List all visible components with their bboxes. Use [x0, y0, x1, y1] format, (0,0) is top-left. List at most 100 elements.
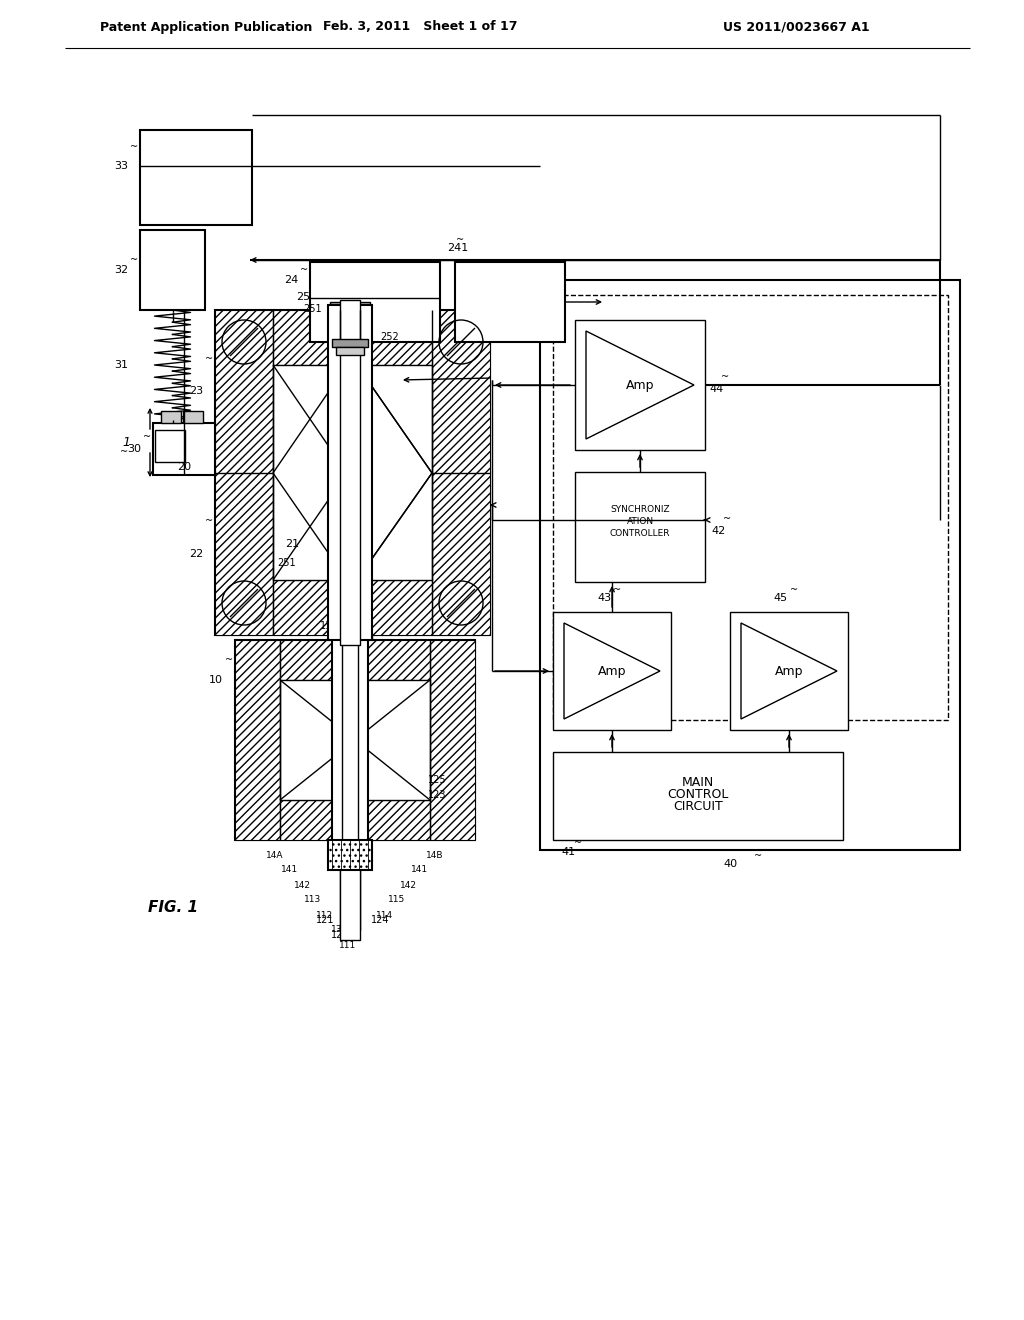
Bar [328, 840, 372, 870]
Bar [330, 302, 370, 317]
Text: 111: 111 [339, 940, 356, 949]
Text: 115: 115 [388, 895, 406, 904]
Text: 33: 33 [114, 161, 128, 172]
Text: CIRCUIT: CIRCUIT [673, 800, 723, 813]
Text: 1: 1 [122, 436, 130, 449]
Text: 141: 141 [412, 866, 429, 874]
Text: 20: 20 [177, 462, 191, 473]
Text: 43: 43 [597, 593, 611, 603]
Bar [540, 280, 961, 850]
Bar [155, 430, 185, 462]
Bar [553, 294, 948, 719]
Text: 45: 45 [774, 593, 788, 603]
Bar [455, 261, 565, 342]
Text: 121: 121 [315, 915, 334, 925]
Bar [553, 752, 843, 840]
Text: ~: ~ [721, 372, 729, 381]
Text: ~: ~ [130, 255, 138, 265]
Text: 44: 44 [710, 384, 724, 393]
Text: CONTROLLER: CONTROLLER [609, 528, 671, 537]
Bar [730, 612, 848, 730]
Bar [234, 640, 475, 840]
Text: ~: ~ [790, 585, 798, 595]
Text: 123: 123 [428, 789, 446, 800]
Bar [575, 473, 705, 582]
Bar [183, 411, 203, 422]
Bar [273, 366, 432, 579]
Bar [575, 319, 705, 450]
Bar [273, 579, 432, 635]
Text: 124: 124 [371, 915, 389, 925]
Text: 30: 30 [127, 444, 141, 454]
Text: Amp: Amp [598, 664, 627, 677]
Text: 113: 113 [304, 895, 322, 904]
Bar [280, 640, 430, 680]
Bar [161, 411, 181, 422]
Text: ~: ~ [723, 513, 731, 524]
Text: 142: 142 [294, 880, 310, 890]
Text: FIG. 1: FIG. 1 [148, 900, 198, 916]
Text: ~: ~ [456, 235, 464, 246]
Text: Amp: Amp [775, 664, 803, 677]
Text: 251: 251 [278, 558, 296, 569]
Text: ~: ~ [120, 447, 128, 457]
Bar [340, 840, 360, 931]
Text: SYNCHRONIZ: SYNCHRONIZ [610, 504, 670, 513]
Text: 141: 141 [282, 866, 299, 874]
Bar [332, 635, 368, 845]
Text: ~: ~ [573, 838, 582, 847]
Text: ~: ~ [143, 432, 151, 442]
Bar [332, 339, 368, 347]
Text: 24: 24 [284, 276, 298, 285]
Bar [273, 310, 432, 366]
Bar [553, 612, 671, 730]
Text: Feb. 3, 2011   Sheet 1 of 17: Feb. 3, 2011 Sheet 1 of 17 [323, 21, 517, 33]
Text: 23: 23 [188, 387, 203, 396]
Text: ~: ~ [613, 585, 622, 595]
Text: 114: 114 [377, 911, 393, 920]
Text: 25: 25 [296, 292, 310, 302]
Text: ~: ~ [300, 265, 308, 275]
Text: 21: 21 [285, 539, 299, 549]
Bar [330, 333, 370, 347]
Bar [310, 261, 440, 342]
Text: 32: 32 [114, 265, 128, 275]
Text: 40: 40 [723, 859, 737, 869]
Text: 13: 13 [331, 925, 343, 935]
Text: 31: 31 [114, 360, 128, 370]
Bar [342, 632, 358, 847]
Text: ~: ~ [225, 655, 233, 665]
Bar [336, 347, 364, 355]
Text: ~: ~ [130, 143, 138, 152]
Text: 251: 251 [303, 304, 322, 314]
Bar [153, 422, 215, 475]
Bar [215, 310, 273, 635]
Text: 142: 142 [399, 880, 417, 890]
Text: 11: 11 [319, 620, 332, 631]
Text: 241: 241 [447, 243, 468, 253]
Bar [432, 310, 490, 635]
Text: MAIN: MAIN [682, 776, 714, 788]
Text: CONTROL: CONTROL [668, 788, 729, 800]
Bar [328, 305, 372, 640]
Text: ~: ~ [754, 851, 762, 861]
Bar [430, 640, 475, 840]
Text: 112: 112 [316, 911, 334, 920]
Text: Patent Application Publication: Patent Application Publication [100, 21, 312, 33]
Bar [234, 640, 280, 840]
Text: 14B: 14B [426, 850, 443, 859]
Text: 41: 41 [561, 847, 575, 857]
Text: 125: 125 [428, 775, 446, 785]
Bar [340, 840, 360, 940]
Text: 252: 252 [380, 333, 398, 342]
Text: 10: 10 [209, 675, 223, 685]
Bar [280, 680, 430, 800]
Bar [280, 800, 430, 840]
Text: 122: 122 [331, 931, 349, 940]
Text: 22: 22 [188, 549, 203, 558]
Bar [140, 230, 205, 310]
Text: 14A: 14A [266, 850, 284, 859]
Text: US 2011/0023667 A1: US 2011/0023667 A1 [723, 21, 870, 33]
Text: 12: 12 [330, 611, 342, 620]
Text: 42: 42 [712, 525, 726, 536]
